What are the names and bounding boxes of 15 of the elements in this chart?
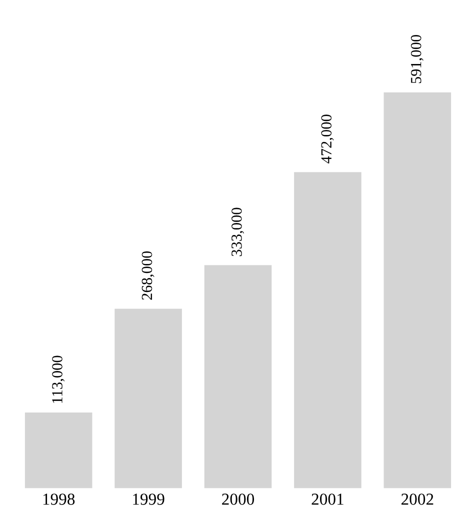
data-label: 268,000 [142,251,154,300]
x-tick-label: 1998 [43,494,75,505]
bar [384,92,452,488]
bar [114,308,182,488]
data-label: 591,000 [410,34,424,84]
data-label: 472,000 [321,114,334,164]
x-tick-label: 2002 [401,494,434,505]
bar [204,265,272,488]
data-label: 333,000 [232,208,244,256]
bar [294,172,362,488]
x-tick-label: 2000 [222,494,254,505]
x-tick-label: 1999 [133,494,164,505]
bar [24,412,92,488]
x-tick-label: 2001 [312,494,344,505]
data-label: 113,000 [52,356,65,403]
